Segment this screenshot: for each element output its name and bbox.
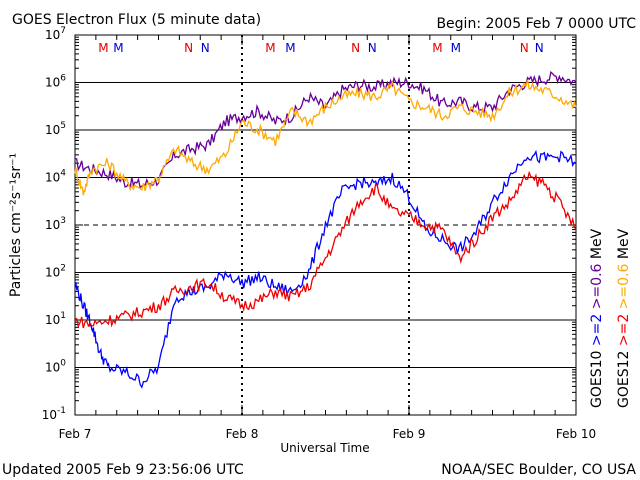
- legend-entry: >=0.6: [616, 263, 632, 313]
- legend-entry: >=0.6: [589, 263, 605, 313]
- event-marker: N: [351, 41, 360, 55]
- legend-entry: GOES10: [589, 351, 605, 408]
- credit-text: NOAA/SEC Boulder, CO USA: [441, 462, 636, 478]
- y-tick-label: 102: [45, 264, 66, 280]
- event-marker: M: [432, 41, 442, 55]
- event-marker: M: [113, 41, 123, 55]
- legend-column: GOES10 >=2 >=0.6 MeV: [589, 228, 605, 408]
- event-marker: M: [98, 41, 108, 55]
- event-marker: N: [535, 41, 544, 55]
- series-line: [74, 149, 577, 389]
- series-line: [74, 79, 577, 196]
- legend-column: GOES12 >=2 >=0.6 MeV: [616, 228, 632, 408]
- y-tick-label: 105: [45, 121, 66, 137]
- x-axis-label: Universal Time: [280, 441, 369, 455]
- y-axis-ticks: 107 106 105 104 103 102 101 100 10-1: [42, 26, 576, 422]
- y-tick-label: 103: [45, 216, 66, 232]
- event-marker: N: [184, 41, 193, 55]
- legend-entry: >=2: [589, 314, 605, 351]
- y-tick-label: 104: [45, 169, 66, 185]
- x-tick-label: Feb 7: [59, 427, 92, 441]
- legend-entry: GOES12: [616, 351, 632, 408]
- x-tick-label: Feb 9: [393, 427, 426, 441]
- x-tick-label: Feb 10: [556, 427, 596, 441]
- updated-timestamp: Updated 2005 Feb 9 23:56:06 UTC: [2, 462, 244, 478]
- y-tick-label: 10-1: [42, 406, 66, 422]
- y-tick-label: 100: [45, 359, 66, 375]
- event-marker: M: [285, 41, 295, 55]
- legend-entry: >=2: [616, 314, 632, 351]
- event-marker: N: [201, 41, 210, 55]
- event-marker: N: [520, 41, 529, 55]
- event-marker: M: [265, 41, 275, 55]
- gridlines: [75, 82, 576, 368]
- legend-entry: MeV: [589, 228, 605, 263]
- x-tick-label: Feb 8: [226, 427, 259, 441]
- event-marker: N: [368, 41, 377, 55]
- y-tick-label: 107: [45, 26, 66, 42]
- chart-title: GOES Electron Flux (5 minute data): [12, 12, 261, 28]
- x-axis-ticks: Feb 7 Feb 8 Feb 9 Feb 10: [59, 35, 596, 441]
- y-axis-label: Particles cm⁻²s⁻¹sr⁻¹: [8, 153, 24, 297]
- legend-entry: MeV: [616, 228, 632, 263]
- event-marker: M: [451, 41, 461, 55]
- y-tick-label: 101: [45, 311, 66, 327]
- data-series: [74, 70, 577, 389]
- series-line: [74, 170, 577, 329]
- y-tick-label: 106: [45, 74, 66, 90]
- begin-label: Begin: 2005 Feb 7 0000 UTC: [436, 16, 636, 32]
